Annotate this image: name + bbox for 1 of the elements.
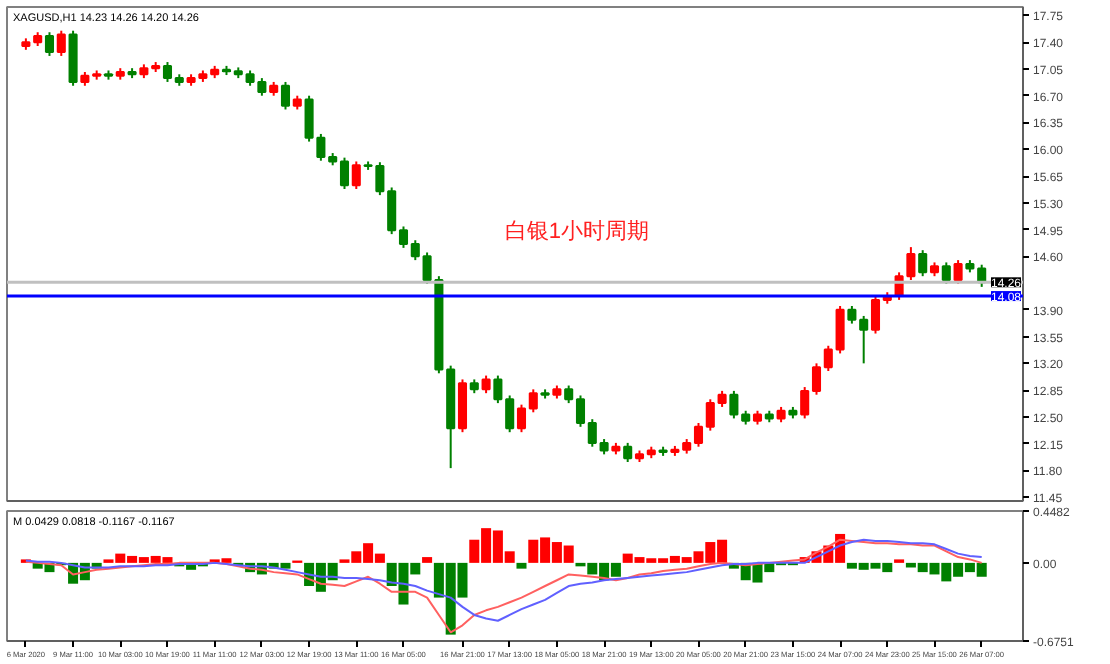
annotation: 白银1小时周期 — [504, 218, 650, 245]
